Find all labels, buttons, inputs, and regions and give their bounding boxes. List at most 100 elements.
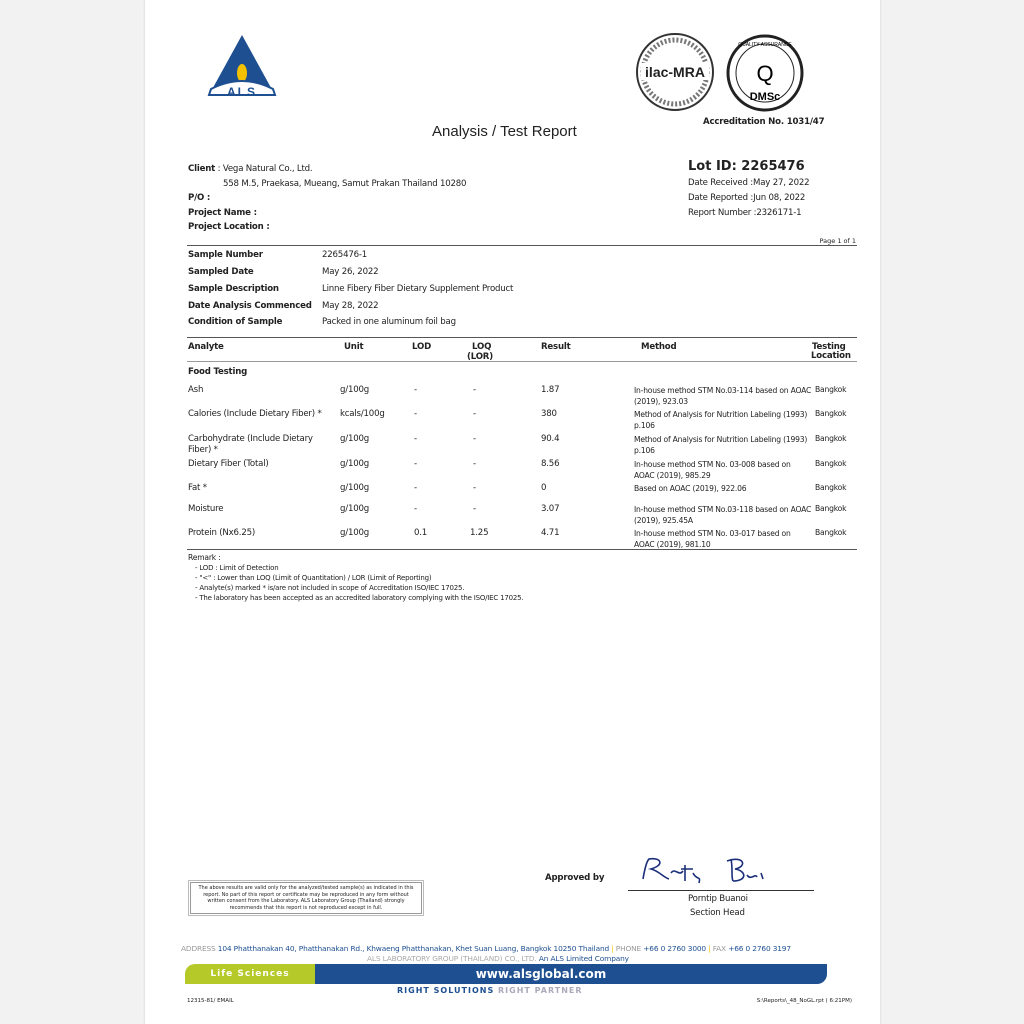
result-cell: 380 <box>541 409 557 419</box>
col-method: Method <box>641 342 677 352</box>
slogan-2: RIGHT PARTNER <box>498 986 583 995</box>
loq-cell: - <box>473 504 476 514</box>
result-cell: 1.87 <box>541 385 560 395</box>
approved-by-label: Approved by <box>545 873 605 883</box>
method-cell: Method of Analysis for Nutrition Labelin… <box>634 435 808 455</box>
lod-cell: 0.1 <box>414 528 428 538</box>
phone-value: +66 0 2760 3000 <box>643 944 706 953</box>
remark-item: - The laboratory has been accepted as an… <box>195 594 524 602</box>
footer-address: ADDRESS 104 Phatthanakan 40, Phatthanaka… <box>181 944 791 953</box>
project-name-label: Project Name : <box>188 208 257 218</box>
analyte-cell: Dietary Fiber (Total) <box>188 459 269 469</box>
lod-cell: - <box>414 409 417 419</box>
method-cell: In-house method STM No. 03-017 based on … <box>634 529 791 549</box>
analyte-cell: Moisture <box>188 504 224 514</box>
po-label: P/O : <box>188 193 211 203</box>
location-cell: Bangkok <box>815 434 847 443</box>
method-cell: In-house method STM No. 03-008 based on … <box>634 460 791 480</box>
sample-value: Linne Fibery Fiber Dietary Supplement Pr… <box>322 284 514 294</box>
analyte-cell: Calories (Include Dietary Fiber) * <box>188 409 322 419</box>
result-cell: 8.56 <box>541 459 560 469</box>
company-name: ALS LABORATORY GROUP (THAILAND) CO., LTD… <box>367 954 537 963</box>
sample-label: Sample Number <box>188 250 263 260</box>
lot-id: Lot ID: 2265476 <box>688 159 805 174</box>
divider <box>187 245 857 246</box>
svg-text:QUALITY ASSURANCE: QUALITY ASSURANCE <box>738 42 792 48</box>
location-cell: Bangkok <box>815 459 847 468</box>
report-number: Report Number :2326171-1 <box>688 208 802 218</box>
fax-label: FAX <box>712 944 726 953</box>
slogan-1: RIGHT SOLUTIONS <box>397 986 495 995</box>
divider <box>187 549 857 550</box>
remark-item: - LOD : Limit of Detection <box>195 564 279 572</box>
method-cell: Based on AOAC (2019), 922.06 <box>634 484 747 493</box>
dmsc-logo: QUALITY ASSURANCE Q DMSc <box>726 34 804 112</box>
location-cell: Bangkok <box>815 385 847 394</box>
loq-cell: - <box>473 459 476 469</box>
page-title: Analysis / Test Report <box>432 123 577 140</box>
remarks-title: Remark : <box>188 553 221 562</box>
sample-value: May 28, 2022 <box>322 301 379 311</box>
signature <box>642 857 764 884</box>
col-lod: LOD <box>412 342 432 352</box>
life-sciences-band: Life Sciences <box>185 964 315 984</box>
date-reported: Date Reported :Jun 08, 2022 <box>688 193 806 203</box>
sample-value: Packed in one aluminum foil bag <box>322 317 456 327</box>
unit-cell: g/100g <box>340 504 370 514</box>
approver-name: Porntip Buanoi <box>688 894 748 904</box>
col-analyte: Analyte <box>188 342 224 352</box>
result-cell: 3.07 <box>541 504 560 514</box>
svg-text:Q: Q <box>756 61 773 86</box>
sample-label: Condition of Sample <box>188 317 283 327</box>
unit-cell: g/100g <box>340 434 370 444</box>
company-suffix: An ALS Limited Company <box>538 954 629 963</box>
disclaimer-box: The above results are valid only for the… <box>188 880 424 916</box>
lod-cell: - <box>414 459 417 469</box>
date-received: Date Received :May 27, 2022 <box>688 178 810 188</box>
report-page: ALS ilac-MRA QUALITY ASSURANCE Q DMSc Ac… <box>145 0 880 1024</box>
loq-cell: - <box>473 434 476 444</box>
sample-value: May 26, 2022 <box>322 267 379 277</box>
col-lor: (LOR) <box>467 352 493 362</box>
method-cell: In-house method STM No.03-114 based on A… <box>634 386 812 406</box>
client-line: Client : Vega Natural Co., Ltd. <box>188 164 313 174</box>
lod-cell: - <box>414 483 417 493</box>
loq-cell: - <box>473 483 476 493</box>
result-cell: 4.71 <box>541 528 560 538</box>
unit-cell: g/100g <box>340 483 370 493</box>
unit-cell: kcals/100g <box>340 409 385 419</box>
accreditation-number: Accreditation No. 1031/47 <box>703 117 825 127</box>
client-label: Client <box>188 164 216 174</box>
unit-cell: g/100g <box>340 385 370 395</box>
svg-text:DMSc: DMSc <box>750 91 781 103</box>
location-cell: Bangkok <box>815 504 847 513</box>
method-cell: In-house method STM No.03-118 based on A… <box>634 505 812 525</box>
divider <box>187 337 857 338</box>
col-testing: Testing <box>812 342 846 352</box>
col-location: Location <box>811 351 851 361</box>
analyte-cell: Carbohydrate (Include Dietary Fiber) * <box>188 434 313 455</box>
fax-value: +66 0 2760 3197 <box>728 944 791 953</box>
als-logo: ALS <box>207 35 277 99</box>
loq-cell: - <box>473 385 476 395</box>
analyte-cell: Fat * <box>188 483 207 493</box>
loq-cell: 1.25 <box>470 528 489 538</box>
location-cell: Bangkok <box>815 409 847 418</box>
sample-value: 2265476-1 <box>322 250 368 260</box>
project-location-label: Project Location : <box>188 222 270 232</box>
svg-text:ilac-MRA: ilac-MRA <box>645 64 705 80</box>
location-cell: Bangkok <box>815 483 847 492</box>
analyte-cell: Ash <box>188 385 204 395</box>
client-value: : Vega Natural Co., Ltd. <box>217 164 313 174</box>
section-food-testing: Food Testing <box>188 367 248 377</box>
address-label: ADDRESS <box>181 944 216 953</box>
slogan: RIGHT SOLUTIONS RIGHT PARTNER <box>397 986 583 995</box>
analyte-cell: Protein (Nx6.25) <box>188 528 256 538</box>
svg-text:ALS: ALS <box>227 85 257 99</box>
loq-cell: - <box>473 409 476 419</box>
remark-item: - "<" : Lower than LOQ (Limit of Quantit… <box>195 574 432 582</box>
lod-cell: - <box>414 504 417 514</box>
ilac-mra-logo: ilac-MRA <box>636 33 714 111</box>
website-band: www.alsglobal.com <box>315 964 827 984</box>
lod-cell: - <box>414 434 417 444</box>
